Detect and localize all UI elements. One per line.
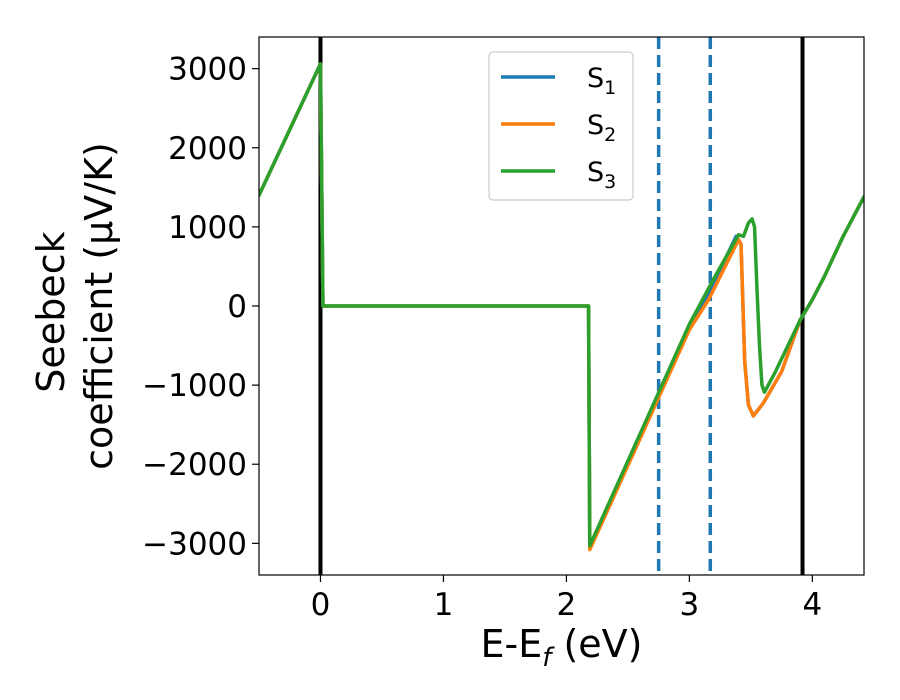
x-axis-title: E-Ef (eV) — [481, 622, 643, 673]
x-tick-label: 0 — [311, 587, 331, 623]
y-axis-title-line1: Seebeck — [29, 231, 73, 392]
y-tick-label: 2000 — [168, 131, 247, 167]
y-tick-label: 3000 — [168, 52, 247, 88]
series-lines — [259, 62, 864, 552]
x-axis-title-main: E-E — [481, 622, 543, 666]
y-axis-title-line2: coefficient (μV/K) — [77, 142, 121, 470]
legend: S1 S2 S3 — [488, 51, 634, 201]
legend-label-2: S2 — [587, 110, 616, 146]
y-axis-ticks: −3000 −2000 −1000 0 1000 2000 3000 — [142, 52, 259, 562]
x-axis-title-suffix: (eV) — [551, 622, 642, 666]
y-tick-label: 1000 — [168, 210, 247, 246]
y-tick-label: −1000 — [142, 368, 247, 404]
x-tick-label: 1 — [434, 587, 454, 623]
x-axis-ticks: 0 1 2 3 4 — [311, 575, 822, 623]
x-tick-label: 2 — [557, 587, 577, 623]
y-tick-label: −3000 — [142, 526, 247, 562]
series-line-3 — [259, 62, 864, 548]
legend-label-1: S1 — [587, 63, 616, 99]
y-tick-label: 0 — [227, 289, 247, 325]
y-axis-title: Seebeck coefficient (μV/K) — [29, 142, 121, 470]
legend-box — [488, 51, 634, 201]
legend-label-3: S3 — [587, 157, 616, 193]
y-tick-label: −2000 — [142, 447, 247, 483]
x-tick-label: 4 — [802, 587, 822, 623]
x-tick-label: 3 — [680, 587, 700, 623]
